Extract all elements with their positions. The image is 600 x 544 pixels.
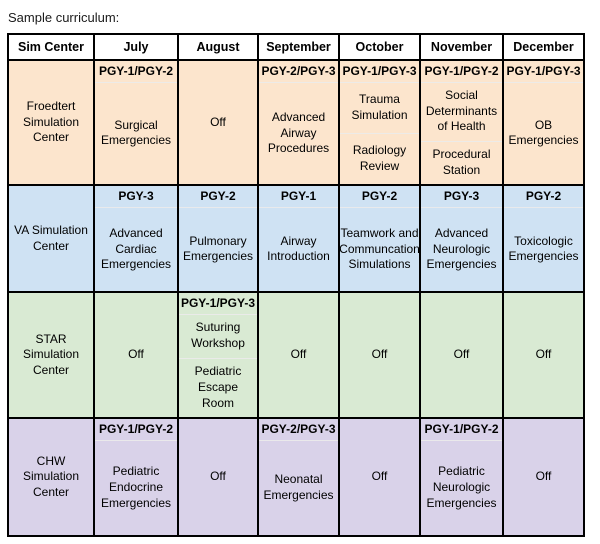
cell-froedtert-november: PGY-1/PGY-2 Social Determinants of Healt…: [419, 61, 502, 184]
off-label: Off: [371, 347, 388, 362]
pgy-label: PGY-2: [179, 186, 257, 208]
column-header-august: August: [177, 35, 257, 59]
off-label: Off: [128, 347, 144, 362]
cell-va-october: PGY-2 Teamwork and Communcation Simulati…: [338, 186, 419, 291]
cell-center-froedtert: Froedtert Simulation Center: [22, 99, 80, 145]
cell-star-september: Off: [257, 293, 338, 417]
session-label: Pediatric Escape Room: [179, 357, 257, 418]
pgy-label: PGY-3: [421, 186, 502, 208]
cell-froedtert-october: PGY-1/PGY-3 Trauma Simulation Radiology …: [338, 61, 419, 184]
pgy-label: PGY-3: [95, 186, 177, 208]
curriculum-table: Sim Center July August September October…: [7, 33, 585, 537]
off-label: Off: [210, 469, 226, 484]
pgy-label: PGY-2/PGY-3: [259, 61, 338, 83]
session-label: Pulmonary Emergencies: [182, 233, 254, 264]
off-label: Off: [453, 347, 470, 362]
session-label: Toxicologic Emergencies: [508, 233, 579, 264]
session-label: Social Determinants of Health: [425, 88, 498, 134]
cell-chw-september: PGY-2/PGY-3 Neonatal Emergencies: [257, 419, 338, 535]
pgy-label: PGY-1: [259, 186, 338, 208]
session-label: Procedural Station: [421, 140, 502, 184]
cell-chw-november: PGY-1/PGY-2 Pediatric Neurologic Emergen…: [419, 419, 502, 535]
off-label: Off: [371, 469, 388, 484]
column-header-september: September: [257, 35, 338, 59]
row-va: VA Simulation Center PGY-3 Advanced Card…: [9, 184, 583, 291]
cell-va-december: PGY-2 Toxicologic Emergencies: [502, 186, 583, 291]
cell-center-va: VA Simulation Center: [14, 222, 88, 253]
pgy-label: PGY-2/PGY-3: [259, 419, 338, 441]
session-label: Teamwork and Communcation Simulations: [339, 225, 419, 272]
pgy-label: PGY-1/PGY-3: [340, 61, 419, 83]
column-header-december: December: [502, 35, 583, 59]
cell-va-july: PGY-3 Advanced Cardiac Emergencies: [93, 186, 177, 291]
row-star: STAR Simulation Center Off PGY-1/PGY-3 S…: [9, 291, 583, 417]
session-label: Trauma Simulation: [351, 92, 408, 122]
off-label: Off: [535, 347, 552, 362]
cell-star-october: Off: [338, 293, 419, 417]
pgy-label: PGY-1/PGY-2: [421, 419, 502, 441]
cell-center-star: STAR Simulation Center: [22, 331, 80, 377]
cell-froedtert-august: Off: [177, 61, 257, 184]
column-header-sim-center: Sim Center: [18, 40, 84, 54]
column-header-november: November: [419, 35, 502, 59]
off-label: Off: [290, 347, 307, 362]
session-label: Surgical Emergencies: [100, 117, 172, 148]
off-label: Off: [210, 114, 226, 129]
session-label: Advanced Neurologic Emergencies: [426, 225, 497, 272]
pgy-label: PGY-1/PGY-2: [95, 61, 177, 83]
off-label: Off: [535, 469, 552, 484]
session-label: Radiology Review: [340, 132, 419, 184]
session-label: Pediatric Neurologic Emergencies: [426, 464, 497, 510]
pgy-label: PGY-1/PGY-2: [421, 61, 502, 83]
pgy-label: PGY-1/PGY-3: [179, 293, 257, 315]
cell-star-november: Off: [419, 293, 502, 417]
page-title: Sample curriculum:: [8, 10, 120, 25]
pgy-label: PGY-2: [504, 186, 583, 208]
row-froedtert: Froedtert Simulation Center PGY-1/PGY-2 …: [9, 59, 583, 184]
cell-chw-august: Off: [177, 419, 257, 535]
cell-froedtert-september: PGY-2/PGY-3 Advanced Airway Procedures: [257, 61, 338, 184]
session-label: Airway Introduction: [267, 233, 330, 264]
session-label: Neonatal Emergencies: [263, 472, 334, 502]
cell-va-november: PGY-3 Advanced Neurologic Emergencies: [419, 186, 502, 291]
cell-star-december: Off: [502, 293, 583, 417]
cell-froedtert-december: PGY-1/PGY-3 OB Emergencies: [502, 61, 583, 184]
cell-froedtert-july: PGY-1/PGY-2 Surgical Emergencies: [93, 61, 177, 184]
cell-chw-july: PGY-1/PGY-2 Pediatric Endocrine Emergenc…: [93, 419, 177, 535]
cell-star-july: Off: [93, 293, 177, 417]
cell-center-chw: CHW Simulation Center: [22, 453, 80, 499]
cell-chw-october: Off: [338, 419, 419, 535]
row-chw: CHW Simulation Center PGY-1/PGY-2 Pediat…: [9, 417, 583, 535]
pgy-label: PGY-1/PGY-2: [95, 419, 177, 441]
header-row: Sim Center July August September October…: [9, 35, 583, 59]
column-header-july: July: [93, 35, 177, 59]
session-label: Suturing Workshop: [191, 320, 245, 351]
session-label: Pediatric Endocrine Emergencies: [100, 464, 172, 510]
cell-star-august: PGY-1/PGY-3 Suturing Workshop Pediatric …: [177, 293, 257, 417]
pgy-label: PGY-1/PGY-3: [504, 61, 583, 83]
session-label: Advanced Airway Procedures: [267, 109, 330, 156]
pgy-label: PGY-2: [340, 186, 419, 208]
column-header-october: October: [338, 35, 419, 59]
cell-va-september: PGY-1 Airway Introduction: [257, 186, 338, 291]
cell-va-august: PGY-2 Pulmonary Emergencies: [177, 186, 257, 291]
session-label: OB Emergencies: [508, 117, 579, 148]
cell-chw-december: Off: [502, 419, 583, 535]
session-label: Advanced Cardiac Emergencies: [100, 225, 172, 272]
